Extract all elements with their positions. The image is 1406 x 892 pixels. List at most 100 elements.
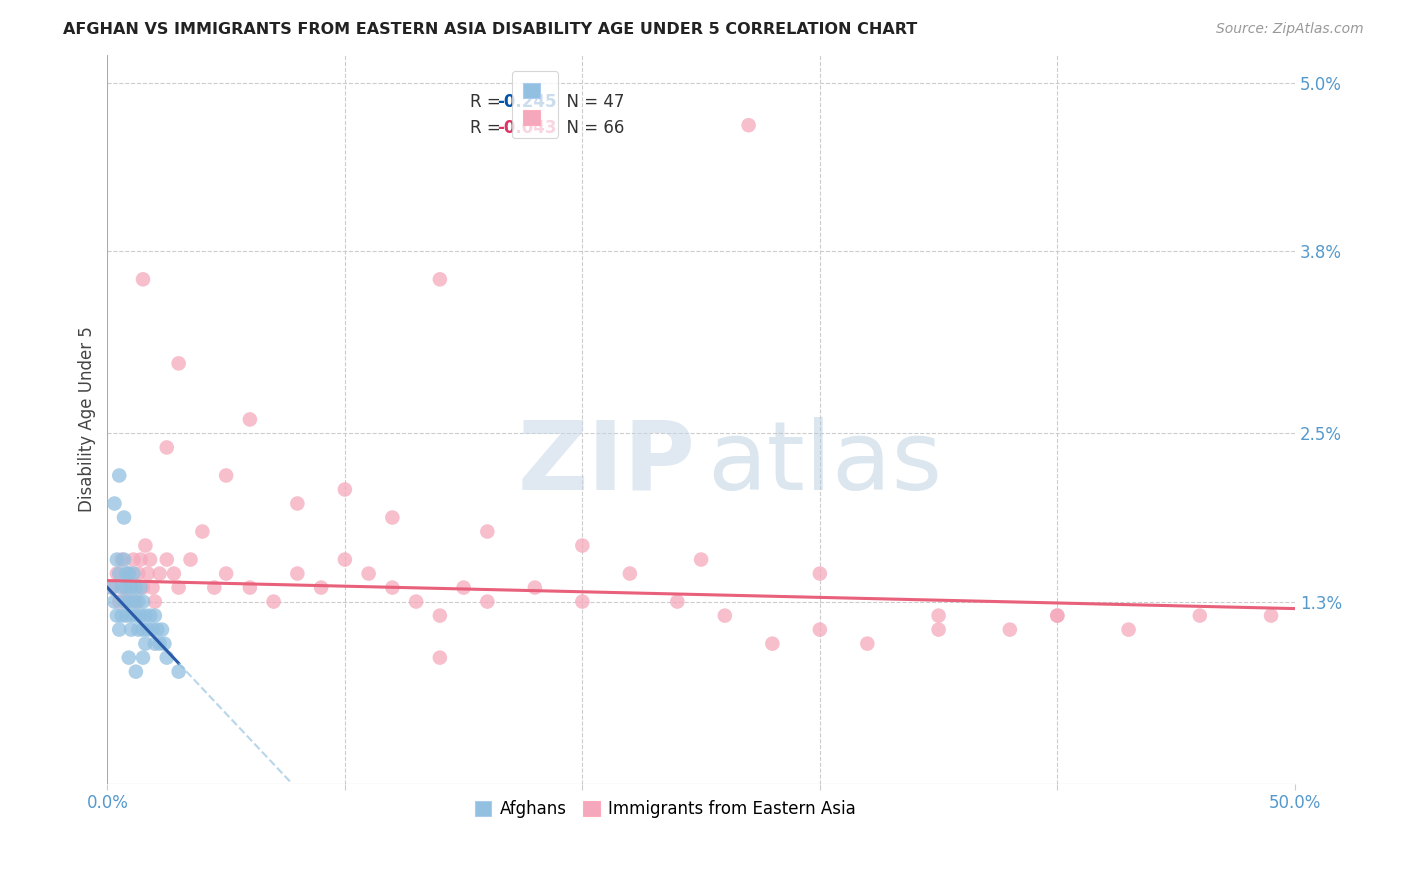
Point [429,608,451,623]
Point [146,623,169,637]
Y-axis label: Disability Age Under 5: Disability Age Under 5 [79,326,96,512]
Point [357,566,380,581]
Point [523,581,546,595]
Point [136,566,159,581]
Point [1260,608,1282,623]
Point [141,581,163,595]
Point [1046,608,1069,623]
Text: -0.043: -0.043 [496,119,557,137]
Text: N = 66: N = 66 [557,119,624,137]
Point [429,272,451,286]
Point [856,637,879,651]
Legend: Afghans, Immigrants from Eastern Asia: Afghans, Immigrants from Eastern Asia [467,792,865,826]
Point [808,566,831,581]
Point [928,608,950,623]
Point [143,594,166,608]
Point [239,581,262,595]
Point [111,581,134,595]
Point [112,510,135,524]
Point [105,566,128,581]
Point [149,566,172,581]
Text: R =: R = [470,94,506,112]
Point [215,566,238,581]
Point [619,566,641,581]
Point [125,594,148,608]
Point [118,650,141,665]
Point [571,594,593,608]
Text: N = 47: N = 47 [557,94,624,112]
Text: -0.245: -0.245 [496,94,557,112]
Point [156,650,179,665]
Point [381,510,404,524]
Point [737,118,759,132]
Point [111,608,134,623]
Point [309,581,332,595]
Point [125,608,148,623]
Point [202,581,225,595]
Point [1046,608,1069,623]
Point [125,581,148,595]
Point [136,623,159,637]
Point [103,594,125,608]
Point [118,566,141,581]
Point [129,608,152,623]
Point [690,552,713,566]
Point [239,412,262,426]
Point [115,566,138,581]
Point [1188,608,1211,623]
Point [122,594,145,608]
Point [108,566,131,581]
Point [132,623,155,637]
Point [115,608,138,623]
Point [333,483,356,497]
Point [112,552,135,566]
Point [118,566,141,581]
Point [167,356,190,370]
Point [153,637,176,651]
Point [127,623,149,637]
Point [381,581,404,595]
Point [134,608,156,623]
Point [666,594,689,608]
Point [215,468,238,483]
Point [761,637,783,651]
Point [285,566,308,581]
Point [167,581,190,595]
Point [928,623,950,637]
Point [571,539,593,553]
Point [141,623,163,637]
Point [132,650,155,665]
Text: atlas: atlas [707,417,942,509]
Text: Source: ZipAtlas.com: Source: ZipAtlas.com [1216,22,1364,37]
Point [111,552,134,566]
Text: AFGHAN VS IMMIGRANTS FROM EASTERN ASIA DISABILITY AGE UNDER 5 CORRELATION CHART: AFGHAN VS IMMIGRANTS FROM EASTERN ASIA D… [63,22,918,37]
Point [333,552,356,566]
Point [115,581,138,595]
Point [163,566,186,581]
Point [143,637,166,651]
Point [127,594,149,608]
Point [405,594,427,608]
Point [122,552,145,566]
Point [132,581,155,595]
Point [112,594,135,608]
Text: ZIP: ZIP [517,417,695,509]
Point [714,608,737,623]
Point [143,608,166,623]
Point [139,608,162,623]
Point [429,650,451,665]
Point [191,524,214,539]
Point [103,496,125,510]
Point [101,581,124,595]
Point [129,552,152,566]
Text: R =: R = [470,119,506,137]
Point [808,623,831,637]
Point [132,594,155,608]
Point [108,594,131,608]
Point [112,581,135,595]
Point [125,665,148,679]
Point [167,665,190,679]
Point [115,594,138,608]
Point [118,594,141,608]
Point [120,608,142,623]
